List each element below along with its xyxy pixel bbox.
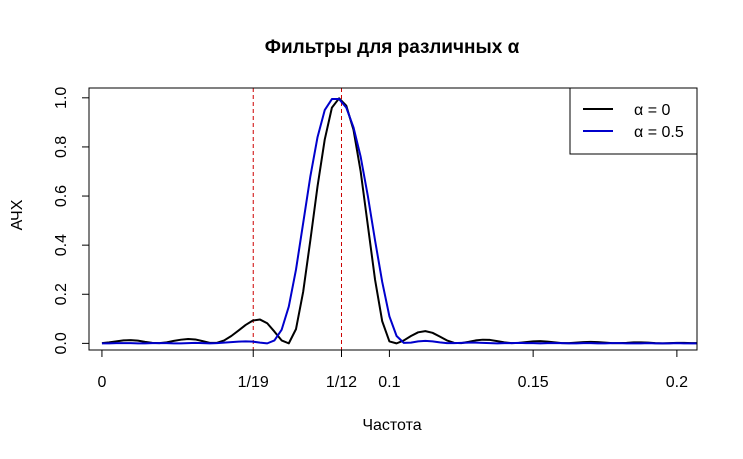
legend-label: α = 0.5 <box>634 124 684 141</box>
x-tick-label: 0.15 <box>518 374 549 391</box>
legend: α = 0 α = 0.5 <box>569 87 698 155</box>
y-tick-label: 0.8 <box>53 136 70 158</box>
series-layer <box>101 97 697 345</box>
series-line-alpha-0-5 <box>101 98 697 345</box>
plot-frame <box>88 87 698 351</box>
y-tick-label: 0.0 <box>53 332 70 354</box>
x-tick-label: 1/19 <box>238 374 269 391</box>
y-axis: 0.0 0.2 0.4 0.6 0.8 1.0 <box>53 87 90 354</box>
chart-title: Фильтры для различных α <box>265 37 520 58</box>
x-tick-label: 0 <box>97 374 106 391</box>
y-tick-label: 0.6 <box>53 185 70 207</box>
legend-box <box>569 87 698 155</box>
reference-lines <box>252 88 342 350</box>
y-axis-label: АЧХ <box>9 199 26 230</box>
x-tick-label: 1/12 <box>326 374 357 391</box>
y-tick-label: 0.4 <box>53 234 70 256</box>
y-tick-label: 1.0 <box>53 87 70 109</box>
series-line-alpha-0 <box>101 97 697 345</box>
x-tick-label: 0.2 <box>666 374 688 391</box>
y-tick-label: 0.2 <box>53 283 70 305</box>
x-axis-label: Частота <box>362 417 421 434</box>
legend-label: α = 0 <box>634 102 670 119</box>
x-tick-label: 0.1 <box>378 374 400 391</box>
